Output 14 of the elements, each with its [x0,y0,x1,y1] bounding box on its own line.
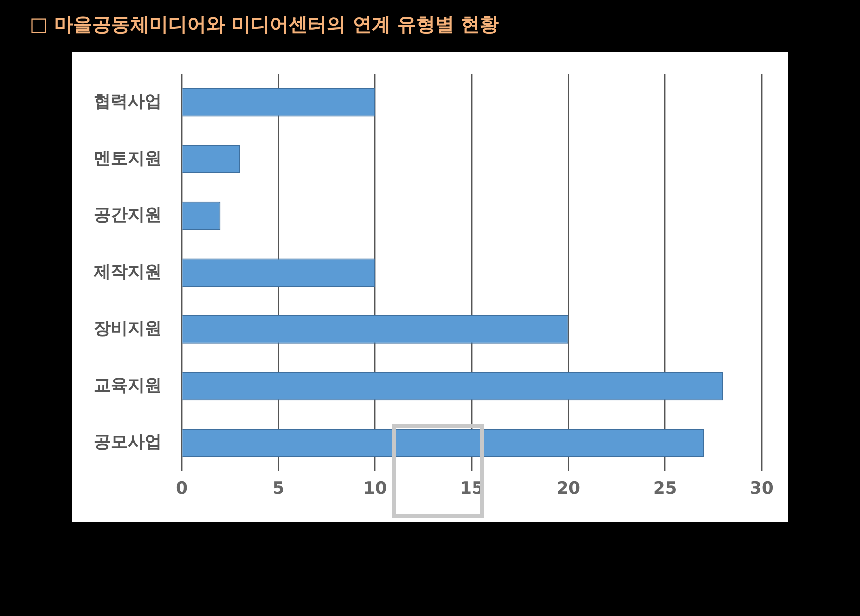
y-tick-label: 협력사업 [94,92,162,112]
y-tick-label: 멘토지원 [94,148,162,169]
chart-title: □ 마을공동체미디어와 미디어센터의 연계 유형별 현황 [30,13,500,38]
y-tick-label: 공모사업 [94,432,162,453]
y-tick-label: 장비지원 [94,319,162,340]
x-tick-label: 5 [272,479,285,500]
y-tick-label: 제작지원 [93,262,162,282]
y-tick-label: 교육지원 [94,376,162,396]
x-tick-label: 20 [556,479,581,500]
x-tick-label: 30 [750,479,774,500]
y-tick-label: 공간지원 [94,206,162,226]
x-tick-label: 10 [363,479,388,500]
x-tick-label: 25 [653,479,678,500]
x-tick-label: 0 [176,479,188,500]
